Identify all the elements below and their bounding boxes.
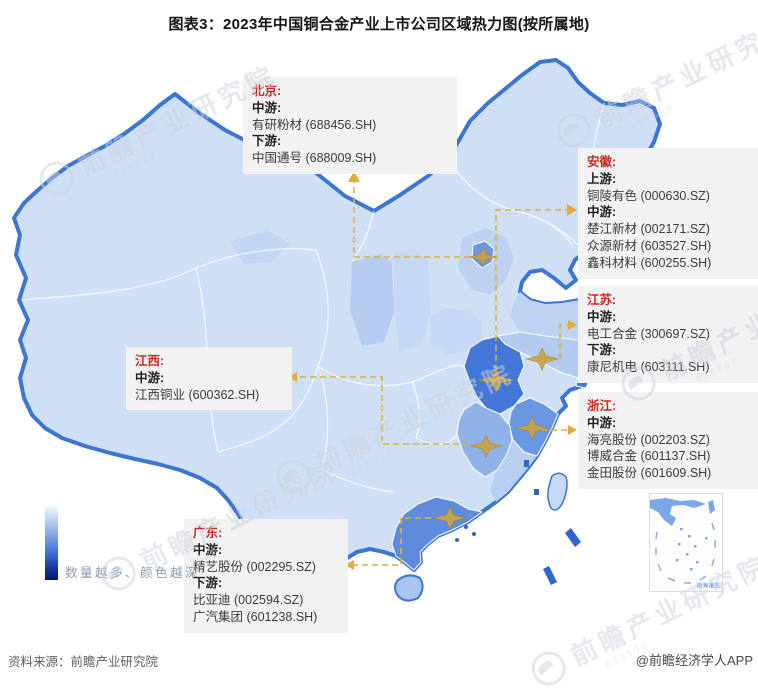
inset-label: 南海诸岛 [696,583,720,590]
callout-guangdong: 广东: 中游: 精艺股份 (002295.SZ) 下游: 比亚迪 (002594… [184,519,348,633]
taiwan-island [547,472,568,511]
tier-label: 中游: [193,542,223,557]
arrowhead-anhui [567,204,577,216]
tier-label: 中游: [135,370,165,385]
callout-zhejiang: 浙江: 中游: 海亮股份 (002203.SZ) 博威合金 (601137.SH… [578,392,758,489]
company-line: 中国通号 (688009.SH) [252,151,377,166]
company-line: 博威合金 (601137.SH) [587,449,711,464]
highlight-provinces [391,240,595,571]
arrowhead-guangdong [345,560,354,570]
callout-jiangsu: 江苏: 中游: 电工合金 (300697.SZ) 下游: 康尼机电 (60311… [578,286,758,383]
nine-dash-line [655,522,716,584]
connector-anhui [495,209,569,371]
tier-label: 上游: [587,171,617,186]
callout-region-label: 江西: [135,354,165,368]
company-line: 众源新材 (603527.SH) [587,238,712,253]
company-line: 电工合金 (300697.SZ) [587,326,710,341]
south-china-sea-inset: 南海诸岛 [649,493,723,592]
callout-region-label: 广东: [193,526,223,540]
tier-label: 下游: [252,134,282,149]
company-line: 江西铜业 (600362.SH) [135,387,260,402]
tier-label: 中游: [587,415,617,430]
callout-region-label: 浙江: [587,399,617,413]
connector-jiangxi [295,376,479,445]
tier-label: 下游: [587,343,617,358]
credit-note: @前瞻经济学人APP [635,653,753,668]
company-line: 有研粉材 (688456.SH) [252,117,377,132]
connector-guangdong [352,517,441,566]
arrowhead-jiangxi [288,372,297,382]
arrowhead-jiangsu [568,320,577,330]
callout-jiangxi: 江西: 中游: 江西铜业 (600362.SH) [126,347,292,411]
company-line: 比亚迪 (002594.SZ) [193,593,304,608]
arrowhead-beijing [348,171,360,182]
connector-arrowheads [288,171,577,570]
company-line: 金田股份 (601609.SH) [587,466,712,481]
company-line: 精艺股份 (002295.SZ) [193,559,316,574]
callout-region-label: 安徽: [587,155,617,169]
tier-label: 中游: [252,100,282,115]
province-boundaries [21,102,605,493]
tier-label: 中游: [587,309,617,324]
legend-caption: 数量越多、颜色越深 [65,566,201,580]
figure-canvas: 图表3：2023年中国铜合金产业上市公司区域热力图(按所属地) 北京: 中游: … [0,0,758,680]
inset-map [650,498,716,584]
callout-anhui: 安徽: 上游: 铜陵有色 (000630.SZ) 中游: 楚江新材 (00217… [578,148,758,279]
company-line: 海亮股份 (002203.SZ) [587,432,710,447]
tier-label: 下游: [193,576,223,591]
hainan-island [394,574,424,602]
callout-region-label: 北京: [252,84,282,98]
source-note: 资料来源：前瞻产业研究院 [8,655,159,669]
company-line: 鑫科材料 (600255.SH) [587,255,712,270]
company-line: 铜陵有色 (000630.SZ) [587,188,710,203]
connector-beijing [353,181,480,258]
company-line: 楚江新材 (002171.SZ) [587,222,710,237]
legend-gradient-bar [45,506,58,580]
callout-beijing: 北京: 中游: 有研粉材 (688456.SH) 下游: 中国通号 (68800… [243,77,457,174]
figure-title: 图表3：2023年中国铜合金产业上市公司区域热力图(按所属地) [168,16,590,33]
china-map [12,58,662,602]
arrowhead-zhejiang [568,425,577,435]
company-line: 康尼机电 (603111.SH) [587,360,710,375]
callout-region-label: 江苏: [587,293,617,307]
islands [394,460,581,602]
province-guangdong [391,496,483,571]
company-line: 广汽集团 (601238.SH) [193,609,318,624]
tier-label: 中游: [587,205,617,220]
